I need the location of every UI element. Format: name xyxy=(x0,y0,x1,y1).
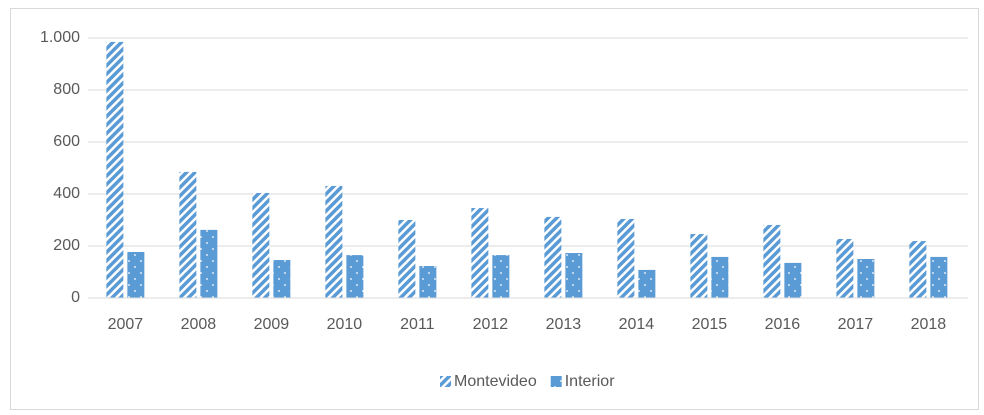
bar xyxy=(544,216,562,298)
bar xyxy=(763,224,781,298)
x-tick-label: 2009 xyxy=(254,316,290,333)
bar xyxy=(471,208,489,298)
bar xyxy=(325,185,343,298)
x-tick-label: 2012 xyxy=(473,316,509,333)
bar xyxy=(857,259,875,298)
y-tick-label: 0 xyxy=(71,289,80,306)
x-tick-label: 2008 xyxy=(181,316,217,333)
legend-label: Montevideo xyxy=(454,373,537,390)
bar xyxy=(565,253,583,298)
y-tick-label: 1.000 xyxy=(40,29,80,46)
bar xyxy=(200,229,218,298)
x-tick-label: 2016 xyxy=(765,316,801,333)
x-tick-label: 2007 xyxy=(108,316,144,333)
x-tick-label: 2014 xyxy=(619,316,655,333)
x-tick-label: 2017 xyxy=(838,316,874,333)
x-tick-label: 2011 xyxy=(400,316,435,333)
bar xyxy=(492,255,510,298)
bar xyxy=(106,41,124,299)
y-tick-label: 400 xyxy=(53,185,80,202)
y-tick-label: 200 xyxy=(53,237,80,254)
legend-swatch xyxy=(550,376,562,387)
y-tick-label: 600 xyxy=(53,133,80,150)
legend-swatch xyxy=(440,376,451,387)
chart-border xyxy=(10,8,979,410)
bar xyxy=(346,255,364,298)
bar xyxy=(690,234,708,298)
bar xyxy=(419,266,437,298)
bar xyxy=(909,241,927,298)
y-tick-label: 800 xyxy=(53,81,80,98)
bar xyxy=(127,251,145,298)
x-tick-label: 2013 xyxy=(546,316,582,333)
x-tick-label: 2010 xyxy=(327,316,363,333)
bar xyxy=(398,220,416,298)
x-tick-label: 2018 xyxy=(911,316,947,333)
bar xyxy=(273,260,291,298)
bar xyxy=(617,218,635,298)
bar xyxy=(252,192,270,298)
bar xyxy=(784,262,802,298)
bar xyxy=(638,269,656,298)
bar xyxy=(179,171,197,298)
legend-label: Interior xyxy=(565,373,615,390)
x-tick-label: 2015 xyxy=(692,316,728,333)
bar xyxy=(930,256,948,298)
bar xyxy=(711,256,729,298)
bar xyxy=(836,238,854,298)
